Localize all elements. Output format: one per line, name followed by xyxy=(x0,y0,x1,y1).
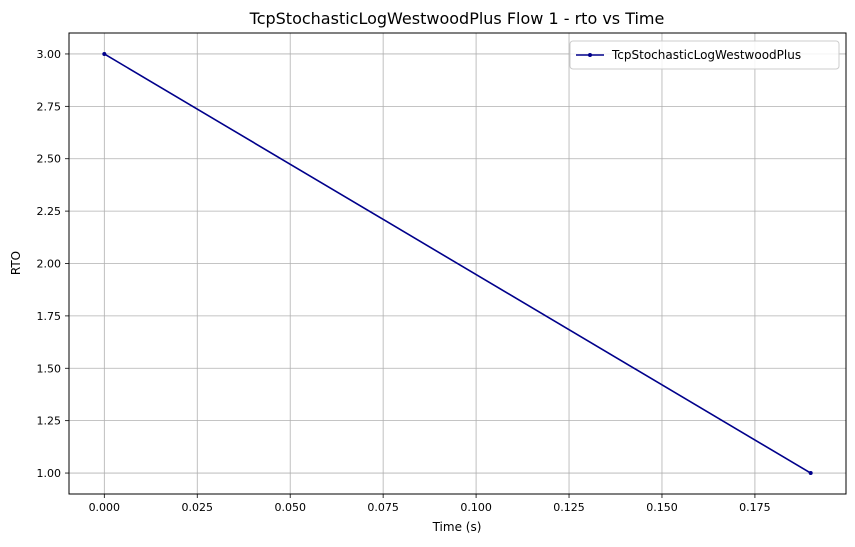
x-tick-label: 0.000 xyxy=(89,501,121,514)
data-point xyxy=(102,51,107,56)
y-tick-label: 2.50 xyxy=(37,153,62,166)
x-tick-label: 0.050 xyxy=(274,501,306,514)
x-tick-label: 0.175 xyxy=(739,501,771,514)
y-tick-label: 2.00 xyxy=(37,258,62,271)
x-tick-label: 0.125 xyxy=(553,501,585,514)
x-axis-label: Time (s) xyxy=(432,520,482,534)
series-layer xyxy=(102,51,813,476)
y-tick-label: 1.50 xyxy=(37,362,62,375)
data-point xyxy=(808,471,813,476)
legend-box xyxy=(569,40,840,70)
legend-label: TcpStochasticLogWestwoodPlus xyxy=(611,48,801,62)
y-tick-label: 1.75 xyxy=(37,310,62,323)
y-tick-label: 2.75 xyxy=(37,100,62,113)
series-line xyxy=(103,53,812,474)
legend: TcpStochasticLogWestwoodPlus xyxy=(569,40,840,70)
y-axis: 1.00 1.25 1.50 1.75 2.00 2.25 2.50 2.75 3.00 xyxy=(37,48,69,480)
y-tick-label: 1.25 xyxy=(37,415,62,428)
x-tick-label: 0.025 xyxy=(182,501,214,514)
x-tick-label: 0.075 xyxy=(367,501,399,514)
y-axis-label: RTO xyxy=(9,251,23,275)
chart-title: TcpStochasticLogWestwoodPlus Flow 1 - rt… xyxy=(249,9,665,28)
x-tick-label: 0.150 xyxy=(646,501,678,514)
y-tick-label: 1.00 xyxy=(37,467,62,480)
x-tick-label: 0.100 xyxy=(460,501,492,514)
y-tick-label: 3.00 xyxy=(37,48,62,61)
legend-marker xyxy=(588,53,592,57)
y-tick-label: 2.25 xyxy=(37,205,62,218)
x-axis: 0.000 0.025 0.050 0.075 0.100 0.125 0.150 0.175 xyxy=(89,494,771,514)
